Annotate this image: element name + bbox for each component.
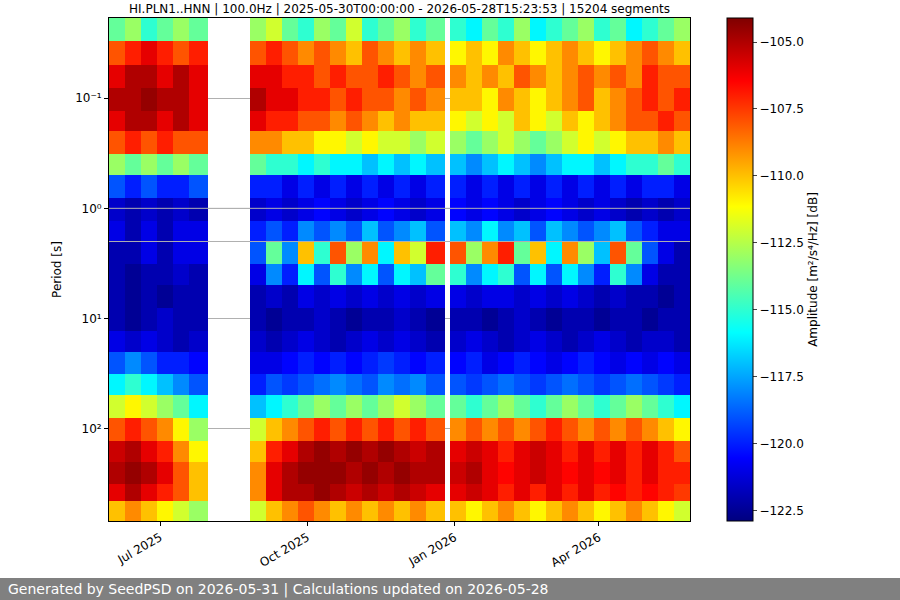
svg-text:Jan 2026: Jan 2026 — [406, 530, 460, 569]
svg-text:−110.0: −110.0 — [759, 169, 803, 183]
svg-text:Apr 2026: Apr 2026 — [549, 530, 604, 570]
svg-text:HI.PLN1..HNN | 100.0Hz | 2025-: HI.PLN1..HNN | 100.0Hz | 2025-05-30T00:0… — [129, 2, 670, 16]
svg-text:−122.5: −122.5 — [759, 504, 803, 518]
svg-text:10²: 10² — [82, 422, 102, 436]
svg-text:Period [s]: Period [s] — [50, 241, 64, 298]
svg-text:Amplitude [m²/s⁴/Hz] [dB]: Amplitude [m²/s⁴/Hz] [dB] — [806, 192, 820, 347]
svg-text:−115.0: −115.0 — [759, 303, 803, 317]
svg-text:Oct 2025: Oct 2025 — [257, 530, 312, 570]
svg-text:Jul 2025: Jul 2025 — [115, 530, 165, 567]
html-text:Generated by SeedPSD on 2026-0: Generated by SeedPSD on 2026-05-31 | Cal… — [8, 581, 549, 597]
svg-text:−117.5: −117.5 — [759, 370, 803, 384]
svg-text:−112.5: −112.5 — [759, 236, 803, 250]
svg-text:−107.5: −107.5 — [759, 102, 803, 116]
svg-text:−105.0: −105.0 — [759, 35, 803, 49]
svg-text:−120.0: −120.0 — [759, 437, 803, 451]
svg-text:10⁻¹: 10⁻¹ — [75, 91, 102, 105]
svg-text:10¹: 10¹ — [82, 312, 102, 326]
svg-text:10⁰: 10⁰ — [82, 202, 102, 216]
